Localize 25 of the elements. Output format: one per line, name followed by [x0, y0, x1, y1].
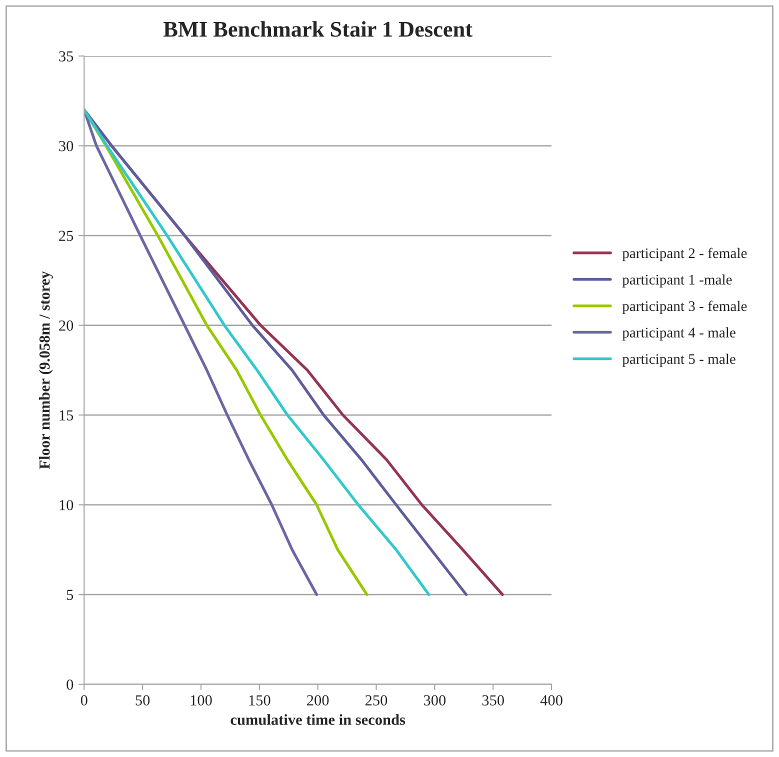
legend-label: participant 1 -male — [622, 274, 732, 288]
x-tick-label: 400 — [540, 695, 562, 706]
x-axis-title: cumulative time in seconds — [230, 714, 406, 725]
x-tick-label: 50 — [136, 695, 150, 706]
legend-label: participant 2 - female — [622, 248, 747, 262]
y-tick-label: 10 — [60, 500, 74, 510]
x-tick-label: 150 — [249, 695, 270, 706]
y-tick-label: 20 — [59, 320, 74, 331]
y-tick-label: 35 — [59, 51, 74, 62]
legend-label: participant 5 - male — [622, 354, 736, 367]
y-tick-label: 5 — [66, 590, 74, 600]
chart-title: BMI Benchmark Stair 1 Descent — [163, 21, 472, 37]
y-axis-title: Floor number (9.058m / storey — [38, 271, 53, 470]
x-tick-label: 350 — [482, 695, 504, 706]
y-tick-label: 25 — [59, 230, 74, 241]
legend-label: participant 3 - female — [622, 300, 747, 314]
x-tick-label: 100 — [190, 695, 212, 706]
y-tick-label: 0 — [66, 679, 74, 690]
x-tick-label: 0 — [80, 695, 88, 706]
legend-label: participant 4 - male — [622, 327, 736, 340]
y-tick-label: 30 — [59, 140, 74, 152]
x-tick-label: 250 — [365, 695, 388, 706]
x-tick-label: 200 — [307, 695, 329, 706]
x-tick-label: 300 — [424, 695, 446, 706]
y-tick-label: 15 — [60, 410, 74, 421]
